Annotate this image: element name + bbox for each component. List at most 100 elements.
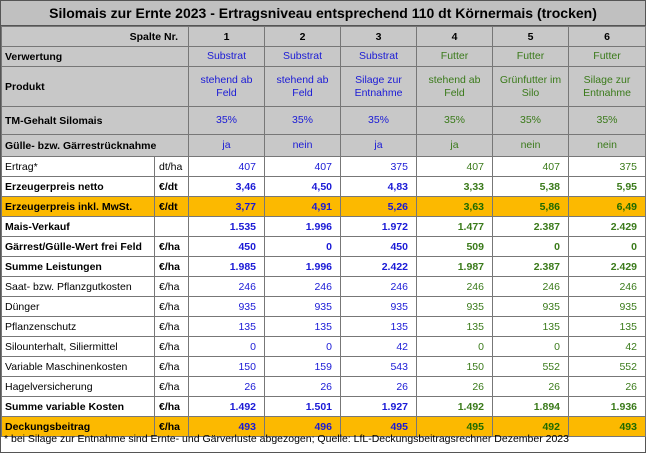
- produkt-cell: Silage zur Entnahme: [568, 66, 646, 107]
- table-row: Saat- bzw. Pflanzgutkosten €/ha 246 246 246 2…: [1, 276, 646, 297]
- row-value: 3,46: [188, 176, 265, 197]
- row-unit: €/dt: [154, 176, 189, 197]
- row-value: 0: [568, 236, 646, 257]
- row-unit: €/ha: [154, 276, 189, 297]
- row-value: 450: [340, 236, 417, 257]
- column-number: 6: [568, 26, 646, 47]
- row-value: 2.422: [340, 256, 417, 277]
- guelle-cell: ja: [340, 134, 417, 157]
- column-number: 3: [340, 26, 417, 47]
- row-value: 5,86: [492, 196, 569, 217]
- verwertung-cell: Futter: [416, 46, 493, 67]
- row-value: 246: [568, 276, 646, 297]
- guelle-cell: nein: [568, 134, 646, 157]
- row-unit: €/dt: [154, 196, 189, 217]
- table-row: Summe Leistungen €/ha 1.985 1.996 2.422 1.987…: [1, 256, 646, 277]
- row-value: 0: [264, 336, 341, 357]
- row-value: 492: [492, 416, 569, 437]
- row-unit: €/ha: [154, 336, 189, 357]
- produkt-cell: stehend ab Feld: [264, 66, 341, 107]
- row-value: 5,38: [492, 176, 569, 197]
- row-value: 407: [492, 156, 569, 177]
- row-value: 0: [492, 336, 569, 357]
- row-value: 2.429: [568, 256, 646, 277]
- verwertung-cell: Substrat: [188, 46, 265, 67]
- produkt-cell: Silage zur Entnahme: [340, 66, 417, 107]
- row-value: 935: [568, 296, 646, 317]
- header-row-guelle: Gülle- bzw. Gärrestrücknahme ja nein ja …: [1, 134, 646, 157]
- guelle-cell: ja: [416, 134, 493, 157]
- row-value: 26: [416, 376, 493, 397]
- row-value: 3,77: [188, 196, 265, 217]
- row-value: 1.535: [188, 216, 265, 237]
- header-row-tm: TM-Gehalt Silomais 35% 35% 35% 35% 35% 3…: [1, 106, 646, 135]
- column-number: 1: [188, 26, 265, 47]
- row-unit: €/ha: [154, 256, 189, 277]
- column-number: 4: [416, 26, 493, 47]
- verwertung-label: Verwertung: [1, 46, 189, 67]
- tm-cell: 35%: [340, 106, 417, 135]
- produkt-label: Produkt: [1, 66, 189, 107]
- row-label: Erzeugerpreis inkl. MwSt.: [1, 196, 155, 217]
- row-label: Hagelversicherung: [1, 376, 155, 397]
- row-value: 246: [340, 276, 417, 297]
- row-value: 246: [264, 276, 341, 297]
- row-value: 0: [264, 236, 341, 257]
- row-unit: €/ha: [154, 316, 189, 337]
- header-row-spalte: Spalte Nr. 1 2 3 4 5 6: [1, 26, 646, 47]
- guelle-label: Gülle- bzw. Gärrestrücknahme: [1, 134, 189, 157]
- row-value: 552: [568, 356, 646, 377]
- row-value: 26: [340, 376, 417, 397]
- row-label: Mais-Verkauf: [1, 216, 155, 237]
- row-value: 935: [416, 296, 493, 317]
- row-value: 246: [188, 276, 265, 297]
- row-value: 450: [188, 236, 265, 257]
- row-value: 4,50: [264, 176, 341, 197]
- row-value: 1.927: [340, 396, 417, 417]
- row-unit: €/ha: [154, 296, 189, 317]
- row-value: 4,91: [264, 196, 341, 217]
- row-value: 42: [340, 336, 417, 357]
- verwertung-cell: Substrat: [264, 46, 341, 67]
- row-unit: [154, 216, 189, 237]
- row-unit: €/ha: [154, 396, 189, 417]
- row-value: 1.492: [188, 396, 265, 417]
- row-value: 495: [340, 416, 417, 437]
- table-row: Gärrest/Gülle-Wert frei Feld €/ha 450 0 450 5…: [1, 236, 646, 257]
- table-body: Spalte Nr. 1 2 3 4 5 6 Verwertung Substr…: [1, 26, 646, 437]
- row-value: 2.387: [492, 256, 569, 277]
- row-value: 135: [416, 316, 493, 337]
- row-value: 509: [416, 236, 493, 257]
- guelle-cell: nein: [492, 134, 569, 157]
- table-row: Mais-Verkauf 1.535 1.996 1.972 1.477 2.387 2.4…: [1, 216, 646, 237]
- row-label: Pflanzenschutz: [1, 316, 155, 337]
- row-value: 2.387: [492, 216, 569, 237]
- row-label: Summe Leistungen: [1, 256, 155, 277]
- row-unit: €/ha: [154, 356, 189, 377]
- row-value: 1.972: [340, 216, 417, 237]
- row-value: 407: [264, 156, 341, 177]
- row-value: 42: [568, 336, 646, 357]
- table-row: Hagelversicherung €/ha 26 26 26 26 26 26: [1, 376, 646, 397]
- row-value: 26: [568, 376, 646, 397]
- produkt-cell: stehend ab Feld: [188, 66, 265, 107]
- row-value: 0: [492, 236, 569, 257]
- row-value: 935: [340, 296, 417, 317]
- column-number: 5: [492, 26, 569, 47]
- row-value: 5,95: [568, 176, 646, 197]
- verwertung-cell: Futter: [492, 46, 569, 67]
- row-label: Summe variable Kosten: [1, 396, 155, 417]
- table-row: Dünger €/ha 935 935 935 935 935 935: [1, 296, 646, 317]
- row-value: 135: [492, 316, 569, 337]
- row-value: 5,26: [340, 196, 417, 217]
- row-unit: €/ha: [154, 376, 189, 397]
- footnote: * bei Silage zur Entnahme sind Ernte- un…: [4, 433, 569, 445]
- row-value: 3,63: [416, 196, 493, 217]
- tm-cell: 35%: [568, 106, 646, 135]
- row-unit: €/ha: [154, 416, 189, 437]
- row-label: Erzeugerpreis netto: [1, 176, 155, 197]
- row-value: 135: [340, 316, 417, 337]
- header-row-produkt: Produkt stehend ab Feld stehend ab Feld …: [1, 66, 646, 107]
- row-value: 543: [340, 356, 417, 377]
